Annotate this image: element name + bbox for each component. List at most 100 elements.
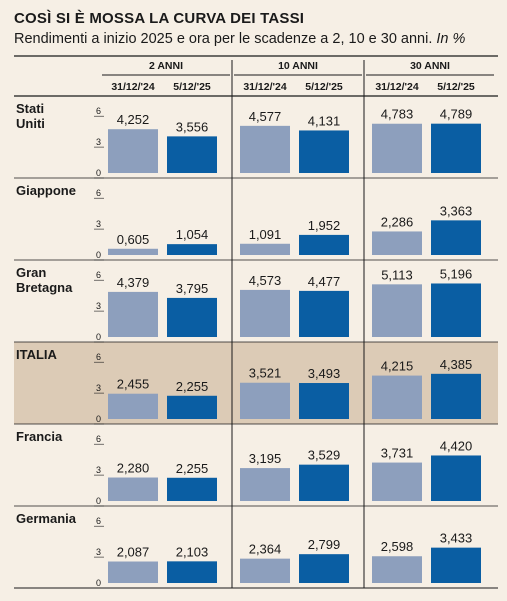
y-tick-label: 3 bbox=[96, 301, 101, 311]
group-label: 30 ANNI bbox=[410, 60, 450, 72]
bar bbox=[108, 561, 158, 583]
bar-value-label: 4,577 bbox=[249, 109, 282, 124]
bar-value-label: 2,103 bbox=[176, 544, 209, 559]
y-tick-label: 0 bbox=[96, 496, 101, 506]
bar-value-label: 3,433 bbox=[440, 531, 473, 546]
series-date-label: 5/12/'25 bbox=[173, 81, 211, 93]
bar-value-label: 1,054 bbox=[176, 227, 209, 242]
bar-value-label: 3,493 bbox=[308, 366, 341, 381]
series-date-label: 5/12/'25 bbox=[305, 81, 343, 93]
bar bbox=[240, 558, 290, 583]
bar-value-label: 3,795 bbox=[176, 281, 209, 296]
bar bbox=[431, 455, 481, 501]
bar bbox=[372, 284, 422, 337]
bar-value-label: 2,598 bbox=[381, 539, 414, 554]
series-date-label: 31/12/'24 bbox=[375, 81, 419, 93]
country-label: Giappone bbox=[16, 183, 76, 198]
bar bbox=[240, 382, 290, 419]
y-tick-label: 6 bbox=[96, 270, 101, 280]
bar bbox=[299, 383, 349, 419]
country-label: Bretagna bbox=[16, 280, 73, 295]
bar-value-label: 3,521 bbox=[249, 366, 282, 381]
bar bbox=[372, 462, 422, 501]
bar-value-label: 3,556 bbox=[176, 119, 209, 134]
bar bbox=[108, 291, 158, 337]
y-tick-label: 6 bbox=[96, 516, 101, 526]
bar bbox=[167, 477, 217, 501]
bar bbox=[431, 283, 481, 337]
bar-value-label: 4,783 bbox=[381, 107, 414, 122]
bar bbox=[240, 289, 290, 337]
y-tick-label: 0 bbox=[96, 332, 101, 342]
country-label: Uniti bbox=[16, 116, 45, 131]
chart-subtitle: Rendimenti a inizio 2025 e ora per le sc… bbox=[14, 31, 465, 47]
bar-value-label: 5,113 bbox=[381, 267, 413, 282]
bar bbox=[299, 554, 349, 583]
chart-title: COSÌ SI È MOSSA LA CURVA DEI TASSI bbox=[14, 10, 305, 27]
bar bbox=[240, 243, 290, 255]
bar-value-label: 3,529 bbox=[308, 448, 341, 463]
bar bbox=[167, 561, 217, 583]
bar-value-label: 5,196 bbox=[440, 266, 473, 281]
bar bbox=[108, 248, 158, 255]
series-date-label: 31/12/'24 bbox=[243, 81, 287, 93]
bar-value-label: 1,091 bbox=[249, 227, 282, 242]
y-tick-label: 6 bbox=[96, 106, 101, 116]
bar bbox=[372, 375, 422, 419]
y-tick-label: 3 bbox=[96, 465, 101, 475]
bar bbox=[431, 220, 481, 255]
bar-value-label: 3,195 bbox=[249, 451, 282, 466]
bar bbox=[372, 231, 422, 255]
subtitle-unit: In % bbox=[436, 31, 466, 47]
country-label: Stati bbox=[16, 101, 44, 116]
bar bbox=[299, 234, 349, 255]
bar bbox=[167, 244, 217, 255]
group-label: 10 ANNI bbox=[278, 60, 318, 72]
y-tick-label: 0 bbox=[96, 168, 101, 178]
bar-value-label: 2,364 bbox=[249, 542, 282, 557]
bar-value-label: 4,385 bbox=[440, 357, 473, 372]
y-tick-label: 0 bbox=[96, 250, 101, 260]
bar bbox=[299, 130, 349, 173]
y-tick-label: 3 bbox=[96, 383, 101, 393]
bar bbox=[372, 556, 422, 583]
bar-value-label: 2,280 bbox=[117, 461, 150, 476]
y-tick-label: 3 bbox=[96, 219, 101, 229]
bar bbox=[431, 547, 481, 583]
y-tick-label: 6 bbox=[96, 352, 101, 362]
bar bbox=[431, 373, 481, 419]
bar bbox=[108, 393, 158, 419]
bar-value-label: 3,731 bbox=[381, 446, 414, 461]
subtitle-text: Rendimenti a inizio 2025 e ora per le sc… bbox=[14, 31, 433, 47]
bar-value-label: 1,952 bbox=[308, 218, 341, 233]
bar bbox=[372, 123, 422, 173]
bar-value-label: 2,286 bbox=[381, 214, 414, 229]
bar-value-label: 4,420 bbox=[440, 438, 473, 453]
y-tick-label: 6 bbox=[96, 434, 101, 444]
bar-value-label: 3,363 bbox=[440, 203, 473, 218]
series-date-label: 5/12/'25 bbox=[437, 81, 475, 93]
bar bbox=[108, 477, 158, 501]
bar bbox=[299, 464, 349, 501]
bar bbox=[167, 297, 217, 337]
bar-value-label: 4,789 bbox=[440, 107, 473, 122]
group-label: 2 ANNI bbox=[149, 60, 183, 72]
y-tick-label: 0 bbox=[96, 578, 101, 588]
country-label: Francia bbox=[16, 429, 63, 444]
bar bbox=[240, 125, 290, 173]
y-tick-label: 6 bbox=[96, 188, 101, 198]
bar-value-label: 2,799 bbox=[308, 537, 341, 552]
bar bbox=[431, 123, 481, 173]
bar-value-label: 4,379 bbox=[117, 275, 150, 290]
y-tick-label: 3 bbox=[96, 547, 101, 557]
y-tick-label: 0 bbox=[96, 414, 101, 424]
y-tick-label: 3 bbox=[96, 137, 101, 147]
bar bbox=[299, 290, 349, 337]
bar bbox=[240, 468, 290, 501]
bar-value-label: 4,215 bbox=[381, 359, 414, 374]
series-date-label: 31/12/'24 bbox=[111, 81, 155, 93]
bar-value-label: 4,573 bbox=[249, 273, 282, 288]
bar-value-label: 0,605 bbox=[117, 232, 150, 247]
bar-value-label: 4,131 bbox=[308, 113, 341, 128]
